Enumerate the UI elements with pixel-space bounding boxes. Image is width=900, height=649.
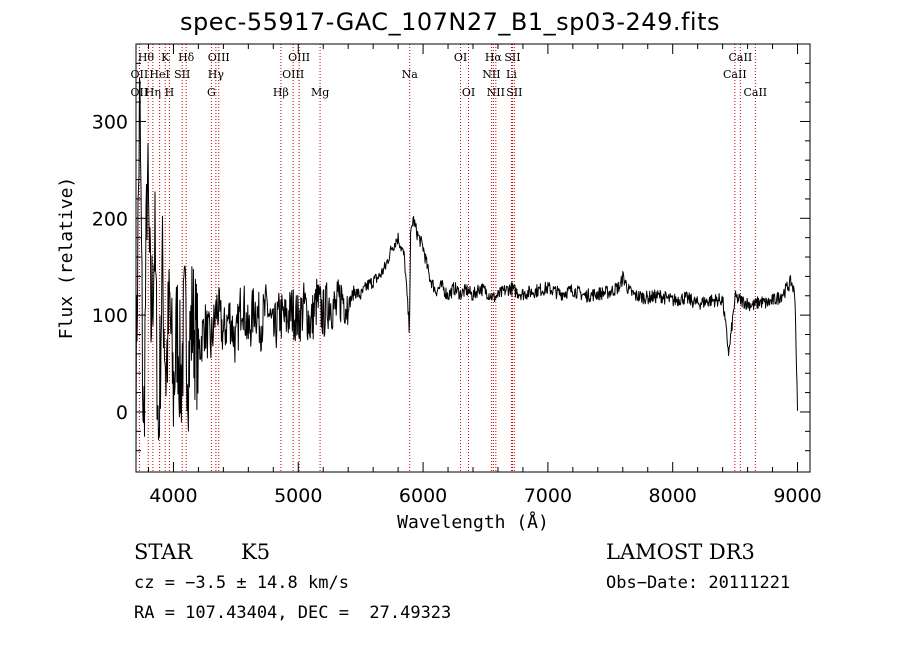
plot-frame <box>135 43 811 473</box>
line-label-24: OI <box>462 86 475 99</box>
line-label-14: Na <box>402 68 419 81</box>
y-tick-label-3: 300 <box>92 111 128 133</box>
x-tick-label-4: 8000 <box>649 485 697 507</box>
y-axis-label: Flux (relative) <box>56 177 77 340</box>
line-label-10: HeI <box>149 68 169 81</box>
x-axis: 4000 5000 6000 7000 8000 9000 <box>147 44 822 507</box>
line-label-13: OIII <box>282 68 304 81</box>
line-label-2: Hδ <box>178 51 195 64</box>
observation-date: Obs−Date: 20111221 <box>606 573 791 593</box>
line-label-4: OIII <box>288 51 310 64</box>
line-label-9: OII <box>131 68 149 81</box>
line-label-15: NII <box>482 68 500 81</box>
line-label-3: OIII <box>208 51 230 64</box>
x-tick-label-1: 5000 <box>274 485 322 507</box>
x-tick-label-5: 9000 <box>773 485 821 507</box>
line-label-12: Hγ <box>208 68 225 81</box>
x-tick-label-3: 7000 <box>524 485 572 507</box>
line-label-19: Hη <box>145 86 161 99</box>
line-label-23: Mg <box>311 86 329 99</box>
survey-name: LAMOST DR3 <box>606 540 755 564</box>
object-class: STAR <box>134 540 193 564</box>
line-label-5: OI <box>454 51 467 64</box>
line-label-27: CaII <box>743 86 767 99</box>
chart-title: spec-55917-GAC_107N27_B1_sp03-249.fits <box>179 8 721 36</box>
x-tick-label-0: 4000 <box>149 485 197 507</box>
line-label-11: SII <box>174 68 190 81</box>
x-tick-label-2: 6000 <box>399 485 447 507</box>
x-axis-label: Wavelength (Å) <box>397 511 549 533</box>
y-tick-label-1: 100 <box>92 305 128 327</box>
line-label-16: Li <box>506 68 517 81</box>
spectral-line-markers <box>138 44 756 472</box>
line-label-20: H <box>165 86 175 99</box>
line-label-22: Hβ <box>273 86 289 99</box>
ra-dec: RA = 107.43404, DEC = 27.49323 <box>134 603 452 623</box>
spectrum-series-line <box>135 77 798 461</box>
line-label-7: SII <box>504 51 520 64</box>
redshift-cz: cz = −3.5 ± 14.8 km/s <box>134 573 349 593</box>
y-tick-label-0: 0 <box>116 402 128 424</box>
line-label-0: Hθ <box>138 51 155 64</box>
line-label-25: NII <box>487 86 505 99</box>
line-label-26: SII <box>506 86 522 99</box>
y-axis: 0 100 200 300 <box>92 62 810 452</box>
line-label-1: K <box>161 51 170 64</box>
line-label-6: Hα <box>485 51 503 64</box>
y-tick-label-2: 200 <box>92 208 128 230</box>
line-label-8: CaII <box>729 51 753 64</box>
line-label-17: CaII <box>723 68 747 81</box>
object-subclass: K5 <box>241 540 271 564</box>
line-label-21: G <box>207 86 216 99</box>
